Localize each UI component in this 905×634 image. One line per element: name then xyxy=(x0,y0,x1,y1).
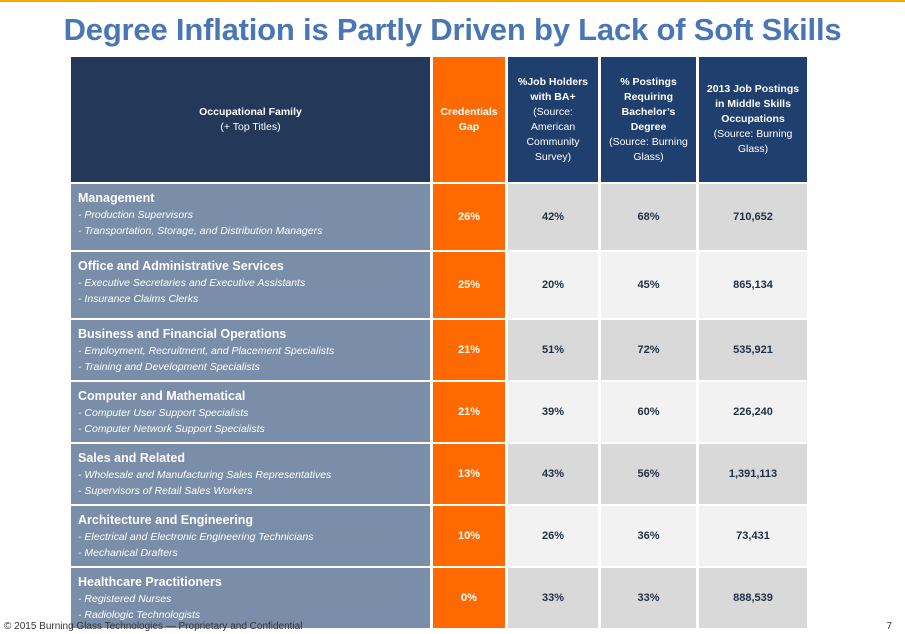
header-family-label: Occupational Family xyxy=(199,105,302,118)
job-title: - Wholesale and Manufacturing Sales Repr… xyxy=(78,469,332,481)
job-title: - Computer User Support Specialists xyxy=(78,407,249,419)
header-ba-source: (Source: American Community Survey) xyxy=(526,105,580,163)
job-title: - Employment, Recruitment, and Placement… xyxy=(78,345,335,357)
family-name: Healthcare Practitioners xyxy=(78,575,222,589)
ba-holders-cell: 51% xyxy=(508,320,598,380)
header-postings-label: % Postings Requiring Bachelor’s Degree xyxy=(620,75,677,133)
ba-holders-cell: 43% xyxy=(508,444,598,504)
job-title: - Mechanical Drafters xyxy=(78,547,178,559)
header-occupational-family: Occupational Family (+ Top Titles) xyxy=(71,57,430,182)
job-title: - Supervisors of Retail Sales Workers xyxy=(78,485,253,497)
job-title: - Computer Network Support Specialists xyxy=(78,423,265,435)
job-postings-cell: 1,391,113 xyxy=(699,444,807,504)
family-name: Computer and Mathematical xyxy=(78,389,246,403)
table-row-family: Sales and Related - Wholesale and Manufac… xyxy=(71,444,430,504)
header-ba-label: %Job Holders with BA+ xyxy=(517,75,588,103)
family-name: Business and Financial Operations xyxy=(78,327,287,341)
job-title: - Production Supervisors xyxy=(78,209,193,221)
credentials-gap-cell: 21% xyxy=(433,382,505,442)
table-row-family: Management - Production Supervisors - Tran… xyxy=(71,184,430,250)
header-ba-holders: %Job Holders with BA+ (Source: American … xyxy=(508,57,598,182)
footer-copyright: © 2015 Burning Glass Technologies — Prop… xyxy=(4,621,303,632)
credentials-gap-cell: 26% xyxy=(433,184,505,250)
family-name: Architecture and Engineering xyxy=(78,513,254,527)
header-postings-source: (Source: Burning Glass) xyxy=(609,135,688,163)
header-total-label: 2013 Job Postings in Middle Skills Occup… xyxy=(706,83,800,125)
postings-cell: 56% xyxy=(601,444,696,504)
credentials-gap-cell: 10% xyxy=(433,506,505,566)
job-postings-cell: 226,240 xyxy=(699,382,807,442)
postings-cell: 68% xyxy=(601,184,696,250)
postings-cell: 45% xyxy=(601,252,696,318)
credentials-gap-cell: 25% xyxy=(433,252,505,318)
postings-cell: 60% xyxy=(601,382,696,442)
postings-cell: 72% xyxy=(601,320,696,380)
table-row-family: Architecture and Engineering - Electrical… xyxy=(71,506,430,566)
ba-holders-cell: 33% xyxy=(508,568,598,628)
ba-holders-cell: 42% xyxy=(508,184,598,250)
header-postings-bachelors: % Postings Requiring Bachelor’s Degree (… xyxy=(601,57,696,182)
table-row-family: Business and Financial Operations - Emplo… xyxy=(71,320,430,380)
header-total-source: (Source: Burning Glass) xyxy=(713,128,793,155)
postings-cell: 36% xyxy=(601,506,696,566)
job-title: - Registered Nurses xyxy=(78,593,172,605)
header-gap-label: Credentials Gap xyxy=(440,105,498,133)
family-name: Sales and Related xyxy=(78,451,185,465)
ba-holders-cell: 20% xyxy=(508,252,598,318)
family-name: Office and Administrative Services xyxy=(78,259,284,273)
job-postings-cell: 710,652 xyxy=(699,184,807,250)
ba-holders-cell: 26% xyxy=(508,506,598,566)
credentials-gap-cell: 13% xyxy=(433,444,505,504)
credentials-gap-cell: 0% xyxy=(433,568,505,628)
ba-holders-cell: 39% xyxy=(508,382,598,442)
header-credentials-gap: Credentials Gap xyxy=(433,57,505,182)
job-title: - Insurance Claims Clerks xyxy=(78,293,199,305)
job-title: - Executive Secretaries and Executive As… xyxy=(78,277,306,289)
job-postings-cell: 888,539 xyxy=(699,568,807,628)
header-job-postings: 2013 Job Postings in Middle Skills Occup… xyxy=(699,57,807,182)
job-title: - Radiologic Technologists xyxy=(78,609,201,621)
job-postings-cell: 535,921 xyxy=(699,320,807,380)
job-title: - Transportation, Storage, and Distribut… xyxy=(78,225,323,237)
family-name: Management xyxy=(78,191,155,205)
job-postings-cell: 865,134 xyxy=(699,252,807,318)
job-title: - Training and Development Specialists xyxy=(78,361,260,373)
table-row-family: Healthcare Practitioners - Registered Nur… xyxy=(71,568,430,628)
header-family-sub: (+ Top Titles) xyxy=(220,120,281,133)
postings-cell: 33% xyxy=(601,568,696,628)
credentials-gap-cell: 21% xyxy=(433,320,505,380)
top-accent-line xyxy=(0,0,905,2)
page-number: 7 xyxy=(886,621,892,632)
table-row-family: Computer and Mathematical - Computer User… xyxy=(71,382,430,442)
slide-title: Degree Inflation is Partly Driven by Lac… xyxy=(63,12,842,47)
job-title: - Electrical and Electronic Engineering … xyxy=(78,531,314,543)
table-row-family: Office and Administrative Services - Exec… xyxy=(71,252,430,318)
job-postings-cell: 73,431 xyxy=(699,506,807,566)
data-table: Occupational Family (+ Top Titles) Crede… xyxy=(71,57,807,628)
